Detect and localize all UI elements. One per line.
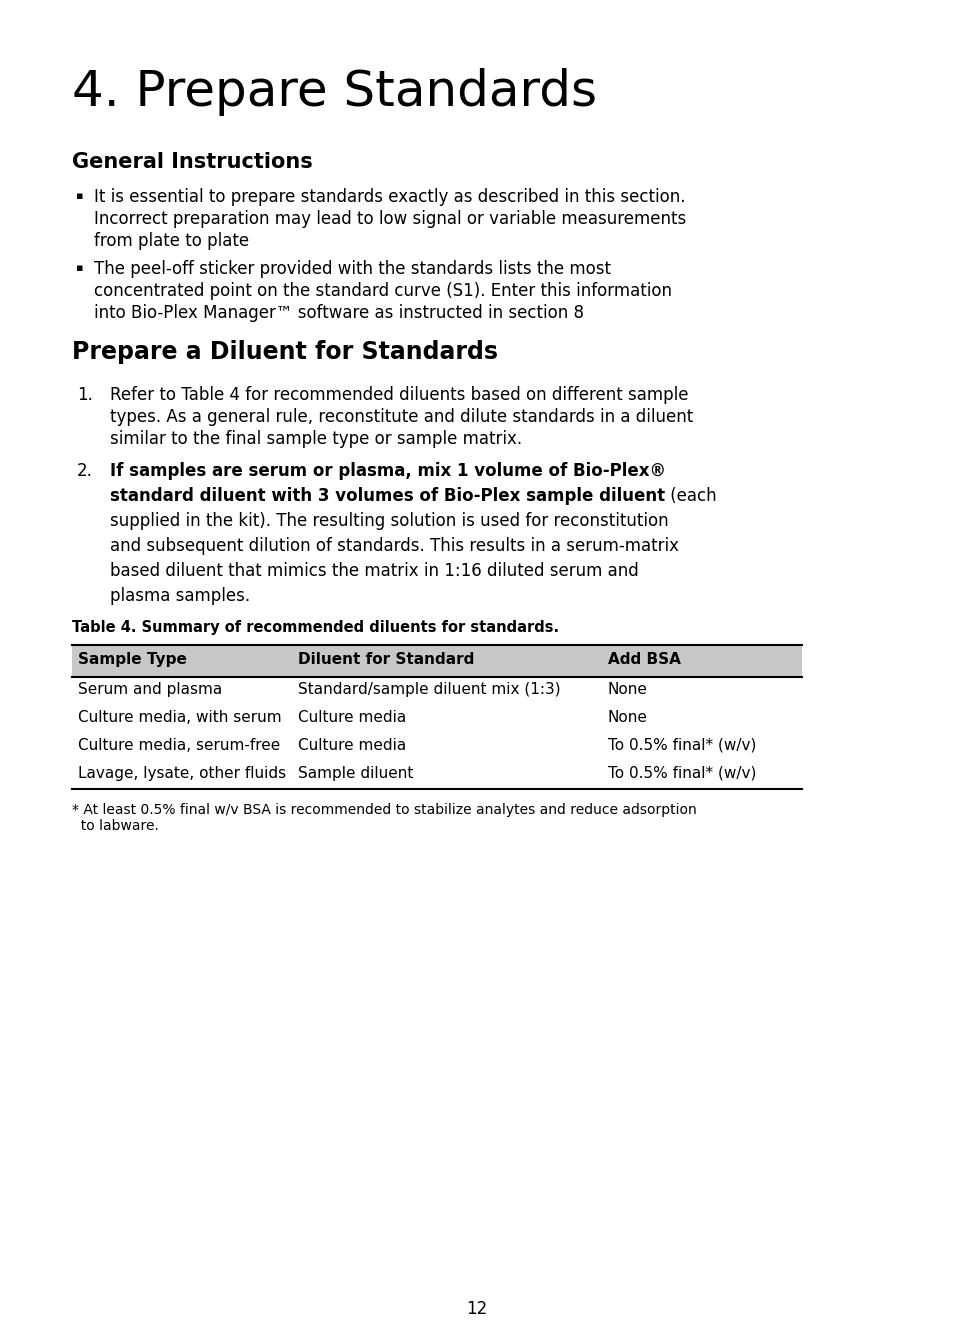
Text: Table 4. Summary of recommended diluents for standards.: Table 4. Summary of recommended diluents… [71, 620, 558, 635]
Text: to labware.: to labware. [71, 819, 159, 834]
Bar [71, 645, 801, 677]
Text: * At least 0.5% final w/v BSA is recommended to stabilize analytes and reduce ad: * At least 0.5% final w/v BSA is recomme… [71, 803, 696, 818]
Text: To 0.5% final* (w/v): To 0.5% final* (w/v) [607, 737, 756, 754]
Text: General Instructions: General Instructions [71, 152, 313, 172]
Text: Lavage, lysate, other fluids: Lavage, lysate, other fluids [78, 766, 286, 782]
Text: If samples are serum or plasma, mix 1 volume of Bio-Plex®: If samples are serum or plasma, mix 1 vo… [110, 462, 665, 480]
Text: None: None [607, 709, 647, 725]
Text: Culture media, serum-free: Culture media, serum-free [78, 737, 280, 754]
Text: standard diluent with 3 volumes of Bio-Plex sample diluent: standard diluent with 3 volumes of Bio-P… [110, 488, 664, 505]
Text: Prepare a Diluent for Standards: Prepare a Diluent for Standards [71, 339, 497, 363]
Text: 2.: 2. [77, 462, 92, 480]
Text: 1.: 1. [77, 386, 92, 403]
Text: (each: (each [664, 488, 716, 505]
Text: The peel-off sticker provided with the standards lists the most: The peel-off sticker provided with the s… [94, 261, 610, 278]
Text: ▪: ▪ [76, 263, 84, 273]
Text: ▪: ▪ [76, 191, 84, 200]
Text: Serum and plasma: Serum and plasma [78, 681, 222, 697]
Text: types. As a general rule, reconstitute and dilute standards in a diluent: types. As a general rule, reconstitute a… [110, 407, 693, 426]
Text: Diluent for Standard: Diluent for Standard [297, 652, 474, 667]
Text: None: None [607, 681, 647, 697]
Text: Standard/sample diluent mix (1:3): Standard/sample diluent mix (1:3) [297, 681, 560, 697]
Text: based diluent that mimics the matrix in 1:16 diluted serum and: based diluent that mimics the matrix in … [110, 562, 639, 580]
Text: supplied in the kit). The resulting solution is used for reconstitution: supplied in the kit). The resulting solu… [110, 512, 668, 530]
Text: Culture media: Culture media [297, 737, 406, 754]
Text: from plate to plate: from plate to plate [94, 232, 249, 250]
Text: 4. Prepare Standards: 4. Prepare Standards [71, 68, 597, 116]
Text: Incorrect preparation may lead to low signal or variable measurements: Incorrect preparation may lead to low si… [94, 210, 685, 228]
Text: concentrated point on the standard curve (S1). Enter this information: concentrated point on the standard curve… [94, 282, 671, 301]
Text: To 0.5% final* (w/v): To 0.5% final* (w/v) [607, 766, 756, 782]
Text: into Bio-Plex Manager™ software as instructed in section 8: into Bio-Plex Manager™ software as instr… [94, 305, 583, 322]
Text: plasma samples.: plasma samples. [110, 587, 250, 605]
Text: Refer to Table 4 for recommended diluents based on different sample: Refer to Table 4 for recommended diluent… [110, 386, 688, 403]
Text: Sample diluent: Sample diluent [297, 766, 413, 782]
Text: and subsequent dilution of standards. This results in a serum-matrix: and subsequent dilution of standards. Th… [110, 537, 679, 554]
Text: standard diluent with 3 volumes of Bio-Plex sample diluent: standard diluent with 3 volumes of Bio-P… [110, 488, 664, 505]
Text: Culture media: Culture media [297, 709, 406, 725]
Text: Add BSA: Add BSA [607, 652, 680, 667]
Text: It is essential to prepare standards exactly as described in this section.: It is essential to prepare standards exa… [94, 188, 685, 206]
Text: Sample Type: Sample Type [78, 652, 187, 667]
Text: similar to the final sample type or sample matrix.: similar to the final sample type or samp… [110, 430, 521, 448]
Text: 12: 12 [466, 1300, 487, 1319]
Text: Culture media, with serum: Culture media, with serum [78, 709, 281, 725]
